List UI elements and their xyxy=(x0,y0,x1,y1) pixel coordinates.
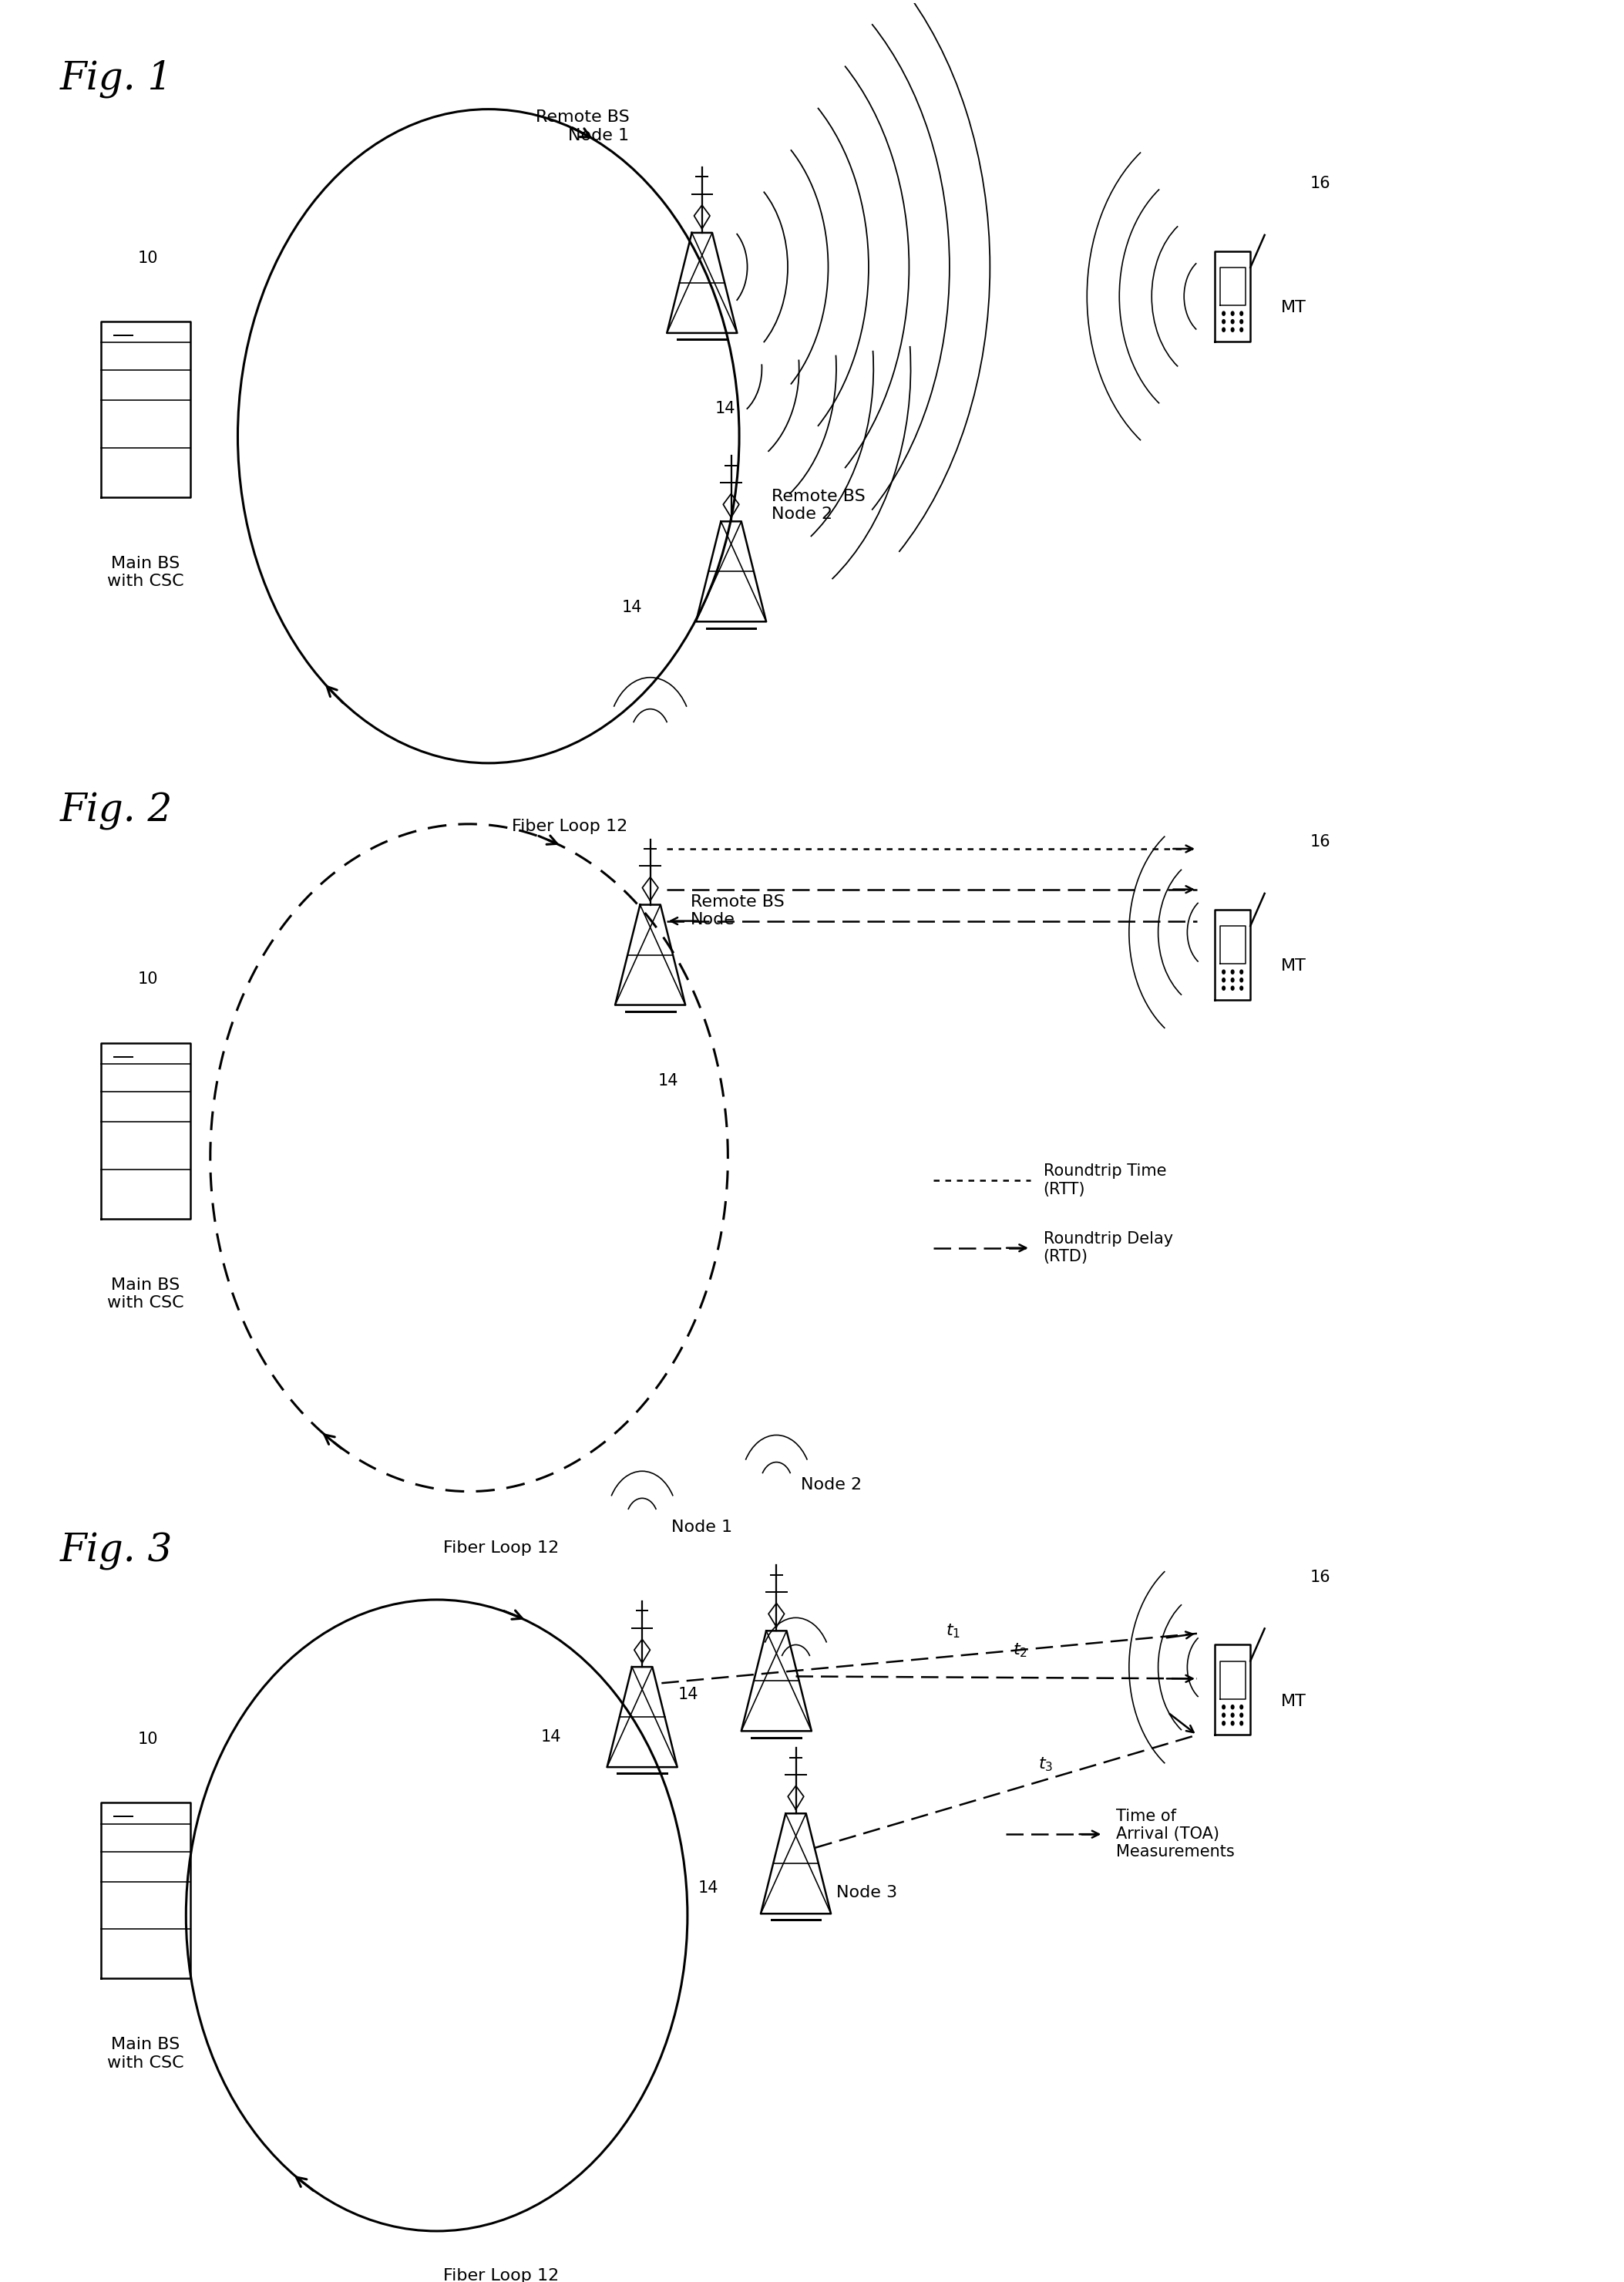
Text: 14: 14 xyxy=(541,1730,562,1746)
Text: Roundtrip Time
(RTT): Roundtrip Time (RTT) xyxy=(1043,1164,1166,1198)
Text: Main BS
with CSC: Main BS with CSC xyxy=(107,1278,184,1310)
Text: Node 2: Node 2 xyxy=(801,1476,862,1492)
Circle shape xyxy=(1241,986,1242,990)
Text: 14: 14 xyxy=(698,1880,718,1896)
Circle shape xyxy=(1231,1721,1234,1725)
Circle shape xyxy=(1231,329,1234,331)
Circle shape xyxy=(1241,313,1242,315)
Circle shape xyxy=(1241,1714,1242,1716)
Text: MT: MT xyxy=(1281,958,1306,974)
Text: Remote BS
Node: Remote BS Node xyxy=(690,895,784,929)
Circle shape xyxy=(1223,329,1224,331)
Text: $t_3$: $t_3$ xyxy=(1038,1755,1054,1773)
Circle shape xyxy=(1231,1714,1234,1716)
Text: Node 1: Node 1 xyxy=(671,1520,732,1536)
Text: Main BS
with CSC: Main BS with CSC xyxy=(107,557,184,589)
Text: 10: 10 xyxy=(138,972,158,988)
Circle shape xyxy=(1223,986,1224,990)
Circle shape xyxy=(1241,1705,1242,1709)
Text: $t_2$: $t_2$ xyxy=(1013,1641,1028,1659)
Text: 16: 16 xyxy=(1311,176,1330,192)
Circle shape xyxy=(1231,979,1234,981)
Text: 14: 14 xyxy=(658,1073,679,1089)
Circle shape xyxy=(1231,970,1234,974)
Circle shape xyxy=(1223,970,1224,974)
Text: 14: 14 xyxy=(679,1686,698,1702)
Circle shape xyxy=(1241,979,1242,981)
Circle shape xyxy=(1223,1721,1224,1725)
Text: Remote BS
Node 1: Remote BS Node 1 xyxy=(536,110,628,144)
Text: 14: 14 xyxy=(715,402,736,418)
Circle shape xyxy=(1223,319,1224,324)
Circle shape xyxy=(1231,319,1234,324)
Circle shape xyxy=(1241,1721,1242,1725)
Circle shape xyxy=(1241,970,1242,974)
Text: 14: 14 xyxy=(622,600,641,616)
Circle shape xyxy=(1241,329,1242,331)
Circle shape xyxy=(1223,1705,1224,1709)
Text: Node 3: Node 3 xyxy=(836,1885,896,1901)
Text: Fig. 2: Fig. 2 xyxy=(60,792,172,831)
Text: Fiber Loop 12: Fiber Loop 12 xyxy=(443,2268,559,2282)
Circle shape xyxy=(1231,1705,1234,1709)
Text: 16: 16 xyxy=(1311,835,1330,849)
Text: Fig. 1: Fig. 1 xyxy=(60,59,172,98)
Text: $t_1$: $t_1$ xyxy=(945,1623,960,1641)
Text: Fiber Loop 12: Fiber Loop 12 xyxy=(443,1540,559,1556)
Text: Main BS
with CSC: Main BS with CSC xyxy=(107,2038,184,2070)
Text: 16: 16 xyxy=(1311,1570,1330,1584)
Text: 10: 10 xyxy=(138,1732,158,1748)
Circle shape xyxy=(1223,1714,1224,1716)
Text: Roundtrip Delay
(RTD): Roundtrip Delay (RTD) xyxy=(1043,1232,1173,1264)
Text: MT: MT xyxy=(1281,1693,1306,1709)
Text: MT: MT xyxy=(1281,299,1306,315)
Text: Fiber Loop 12: Fiber Loop 12 xyxy=(512,819,627,833)
Text: 10: 10 xyxy=(138,251,158,265)
Circle shape xyxy=(1223,313,1224,315)
Circle shape xyxy=(1241,319,1242,324)
Text: Time of
Arrival (TOA)
Measurements: Time of Arrival (TOA) Measurements xyxy=(1116,1810,1234,1860)
Circle shape xyxy=(1231,313,1234,315)
Circle shape xyxy=(1223,979,1224,981)
Text: Fig. 3: Fig. 3 xyxy=(60,1531,172,1570)
Text: Remote BS
Node 2: Remote BS Node 2 xyxy=(771,488,866,523)
Circle shape xyxy=(1231,986,1234,990)
